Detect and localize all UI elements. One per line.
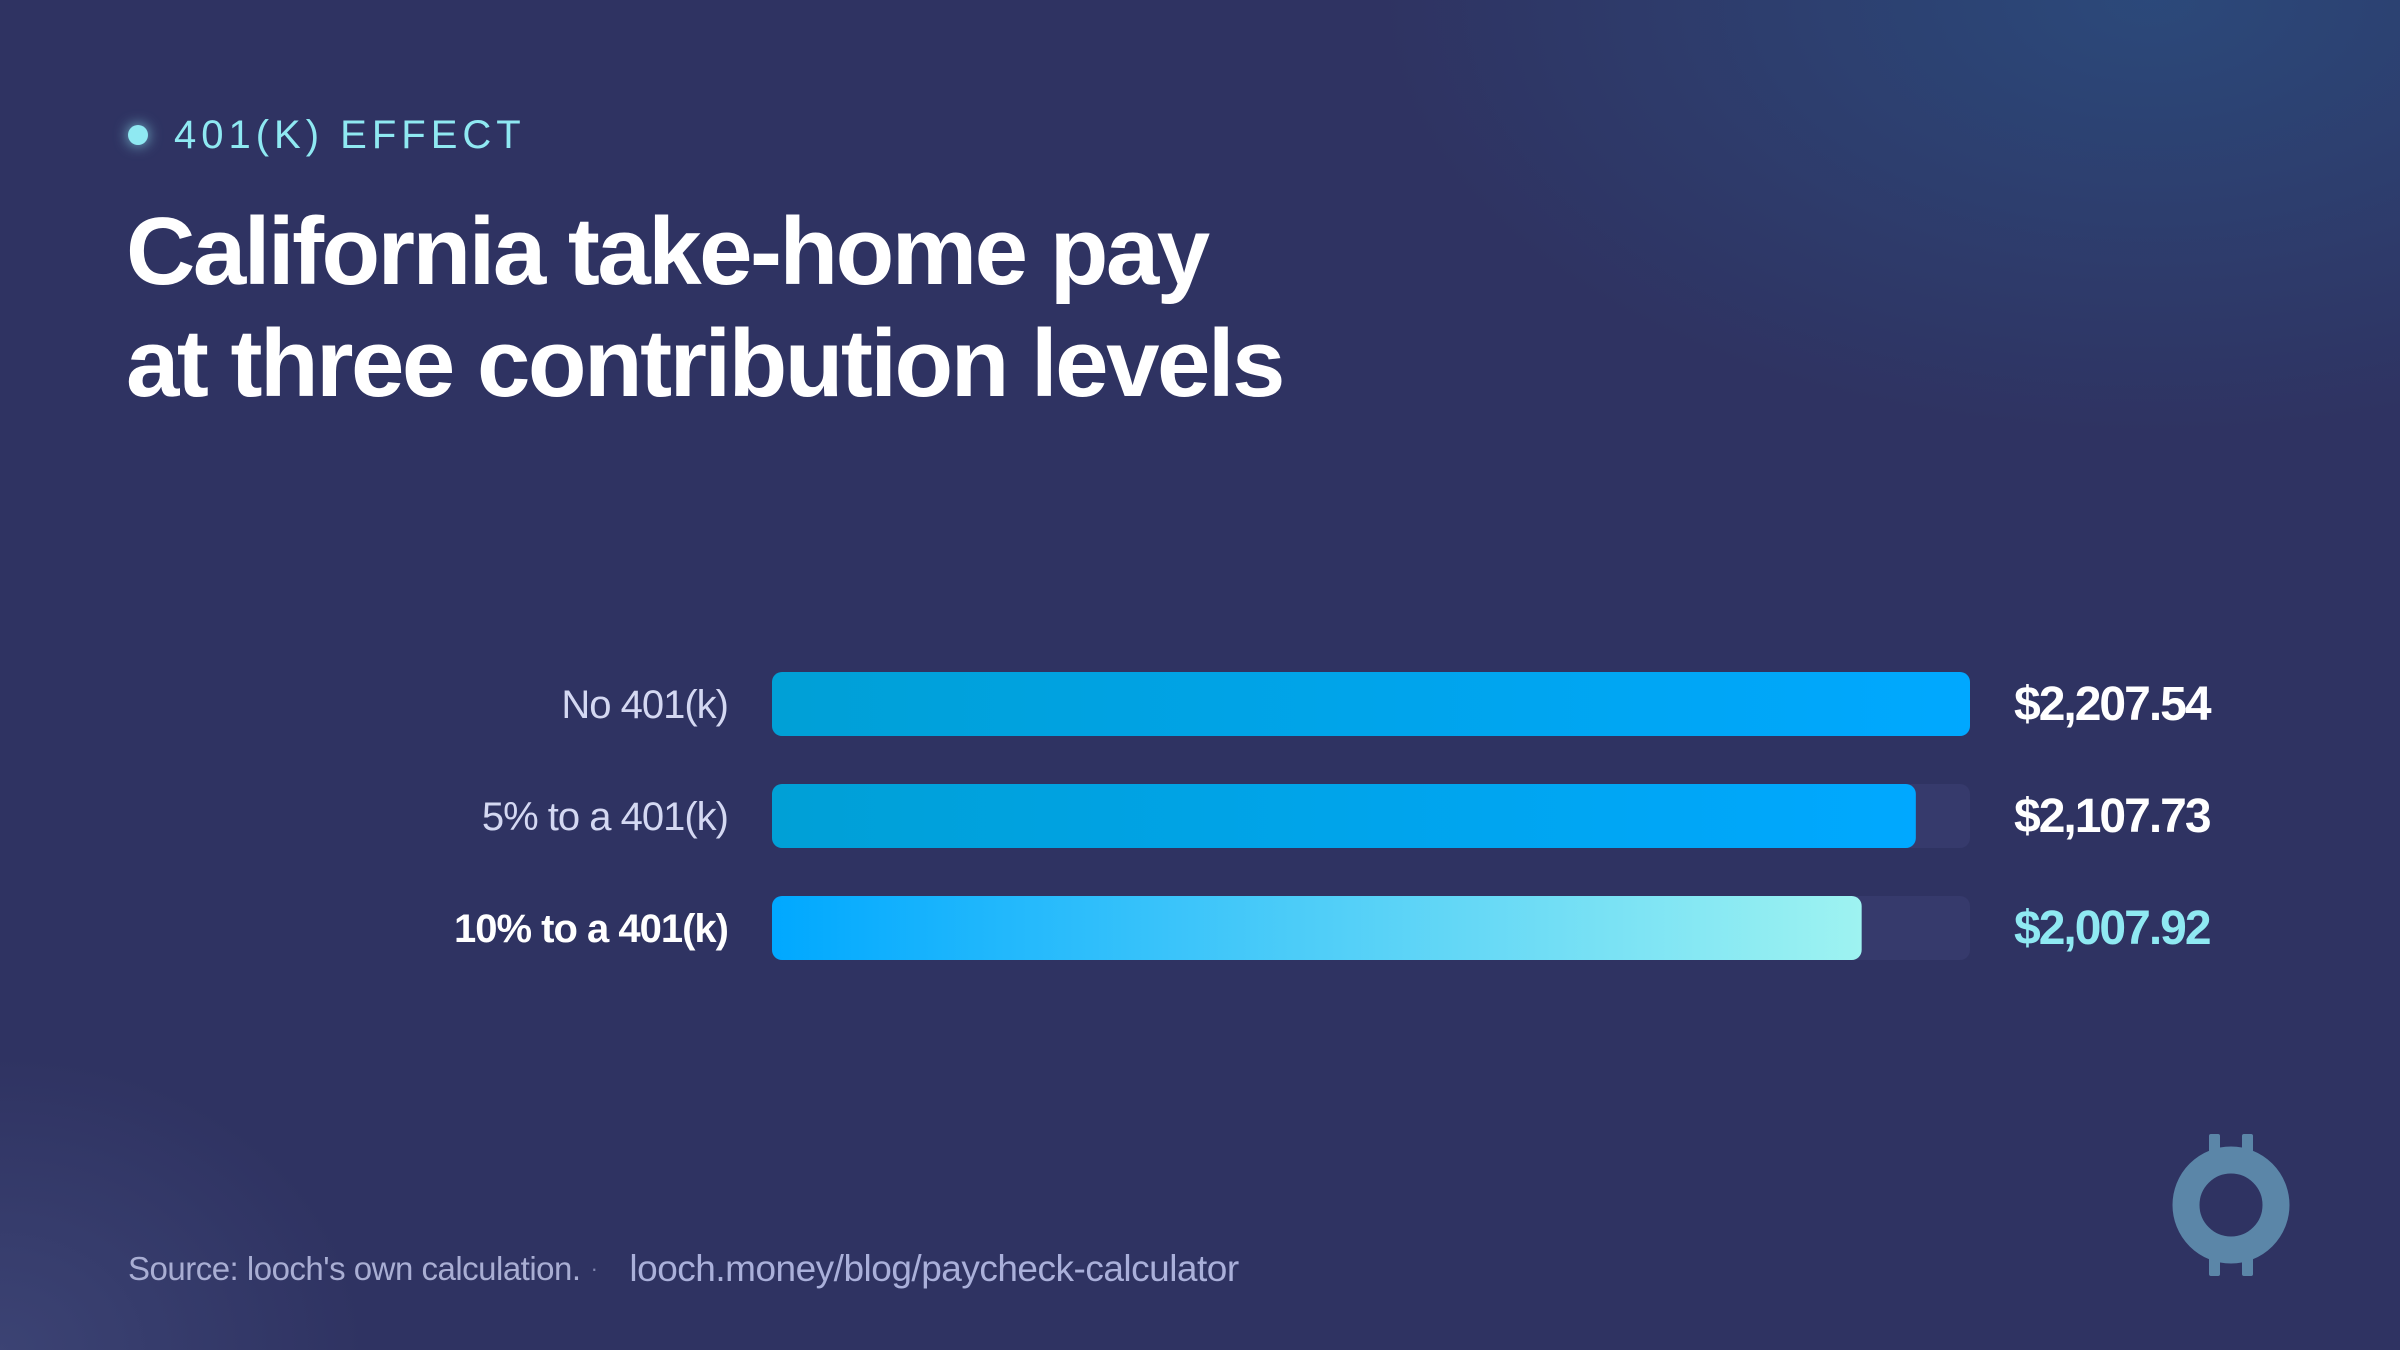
- eyebrow-label: 401(K) EFFECT: [174, 112, 526, 157]
- category-label: 10% to a 401(k): [454, 907, 728, 951]
- category-label: No 401(k): [561, 683, 728, 727]
- looch-coin-logo-icon: [2172, 1134, 2290, 1276]
- value-label: $2,007.92: [2014, 902, 2210, 955]
- bar-2: [772, 784, 1916, 848]
- value-label: $2,207.54: [2014, 678, 2212, 731]
- bar-1: [772, 672, 1970, 736]
- chart-title-line-2: at three contribution levels: [126, 310, 1285, 417]
- value-label: $2,107.73: [2014, 790, 2210, 843]
- source-separator: ·: [590, 1256, 598, 1281]
- bullet-dot-icon: [128, 125, 148, 145]
- eyebrow: 401(K) EFFECT: [128, 108, 526, 162]
- chart-title: California take-home pay at three contri…: [126, 196, 1626, 420]
- bar-3: [772, 896, 1862, 960]
- source-link[interactable]: looch.money/blog/paycheck-calculator: [629, 1248, 1239, 1289]
- footer-source: Source: looch's own calculation. · looch…: [128, 1244, 1239, 1294]
- source-text: Source: looch's own calculation.: [128, 1250, 581, 1287]
- category-label: 5% to a 401(k): [482, 795, 728, 839]
- chart-title-line-1: California take-home pay: [126, 198, 1210, 305]
